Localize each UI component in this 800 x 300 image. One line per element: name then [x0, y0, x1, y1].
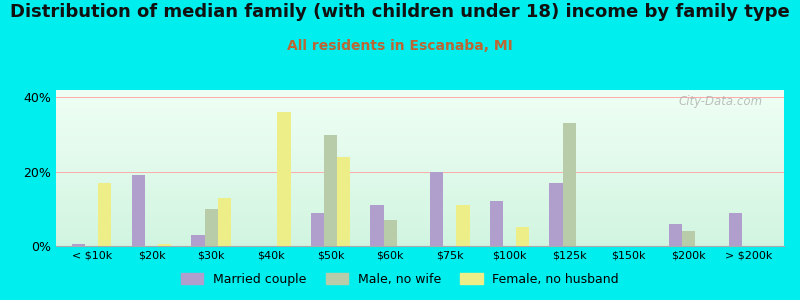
Bar: [132, 176, 145, 246]
Bar: [729, 213, 742, 246]
Text: City-Data.com: City-Data.com: [678, 95, 762, 108]
Bar: [72, 244, 86, 246]
Legend: Married couple, Male, no wife, Female, no husband: Married couple, Male, no wife, Female, n…: [176, 268, 624, 291]
Bar: [98, 183, 111, 246]
Bar: [490, 201, 503, 246]
Bar: [324, 135, 337, 246]
Bar: [550, 183, 562, 246]
Bar: [191, 235, 205, 246]
Text: All residents in Escanaba, MI: All residents in Escanaba, MI: [287, 39, 513, 53]
Bar: [516, 227, 530, 246]
Bar: [682, 231, 695, 246]
Bar: [384, 220, 397, 246]
Bar: [562, 123, 576, 246]
Bar: [337, 157, 350, 246]
Bar: [278, 112, 290, 246]
Text: Distribution of median family (with children under 18) income by family type: Distribution of median family (with chil…: [10, 3, 790, 21]
Bar: [456, 205, 470, 246]
Bar: [218, 198, 231, 246]
Bar: [669, 224, 682, 246]
Bar: [158, 244, 171, 246]
Bar: [310, 213, 324, 246]
Bar: [430, 172, 443, 246]
Bar: [205, 209, 218, 246]
Bar: [370, 205, 384, 246]
